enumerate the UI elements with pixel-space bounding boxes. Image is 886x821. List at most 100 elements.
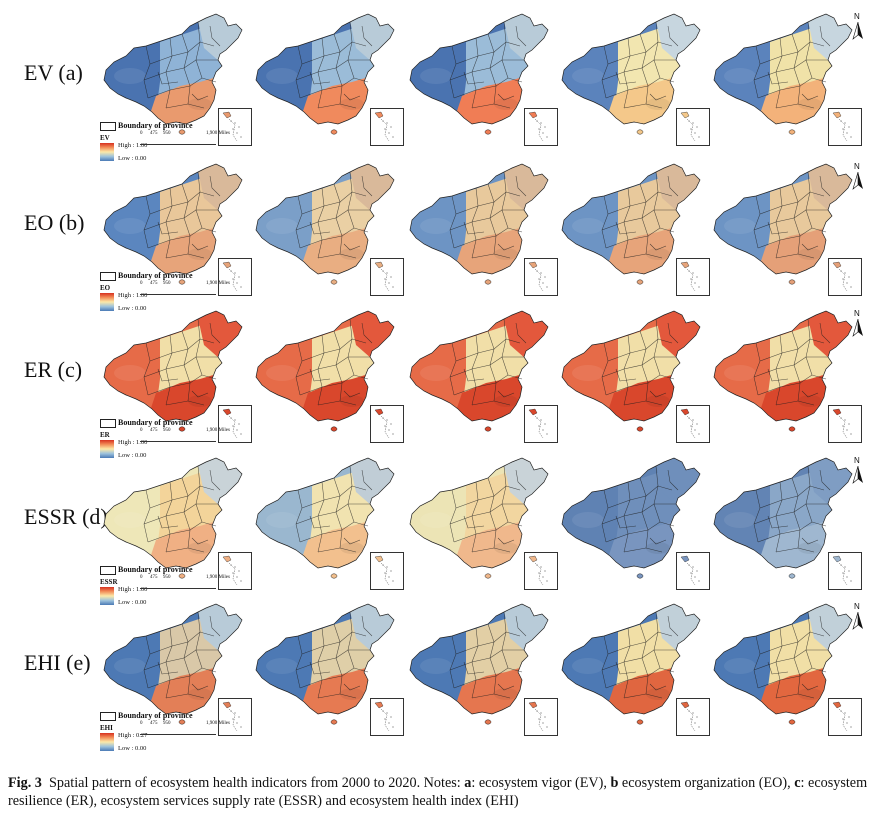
inset-island (696, 716, 698, 718)
province-boundary (801, 243, 819, 251)
texture-patch (114, 218, 146, 234)
inset-island (384, 278, 386, 280)
south-china-sea-inset (218, 698, 252, 736)
inset-island (692, 272, 694, 274)
texture-patch (188, 688, 212, 700)
inset-island (850, 433, 852, 435)
inset-island (234, 566, 236, 568)
inset-coast (832, 111, 842, 119)
texture-patch (646, 248, 670, 260)
inset-island (540, 419, 542, 421)
province-boundary (615, 661, 637, 675)
inset-island (696, 276, 698, 278)
boundary-swatch (100, 419, 116, 428)
inset-island (840, 120, 842, 122)
inset-island (688, 564, 690, 566)
inset-island (382, 270, 384, 272)
inset-island (388, 282, 390, 284)
north-arrow: N (850, 162, 866, 190)
texture-patch (340, 395, 364, 407)
inset-island (384, 425, 386, 427)
country-outline (561, 603, 701, 715)
province-boundary (295, 342, 303, 396)
texture-patch (266, 512, 298, 528)
province-boundary (157, 661, 179, 675)
province-boundary (449, 342, 457, 396)
inset-coast (374, 408, 384, 416)
legend-high: High : 1.00 (118, 586, 148, 593)
province-boundary (775, 547, 815, 553)
texture-patch (724, 218, 756, 234)
caption-text-1: Spatial pattern of ecosystem health indi… (48, 775, 465, 791)
province-boundary (471, 547, 511, 553)
inset-island (546, 136, 548, 138)
country-outline (103, 163, 243, 275)
province-boundary (649, 390, 667, 398)
province-boundary (191, 390, 209, 398)
province-boundary (623, 693, 663, 699)
texture-patch (798, 395, 822, 407)
province-boundary (463, 515, 485, 529)
province-boundary (343, 390, 361, 398)
scale-tick-label: 475 (150, 131, 158, 136)
country-outline (409, 457, 549, 569)
hainan-island (330, 719, 338, 725)
scale-tick-label: 950 (163, 281, 171, 286)
inset-coast (374, 111, 384, 119)
inset-island (696, 423, 698, 425)
texture-patch (572, 658, 604, 674)
map-essr-4 (558, 456, 708, 588)
inset-island (688, 120, 690, 122)
inset-island (840, 710, 842, 712)
texture-patch (266, 658, 298, 674)
province-boundary (649, 537, 667, 545)
province-boundary (295, 635, 303, 689)
province-boundary (757, 77, 827, 99)
province-boundary (649, 243, 667, 251)
province-boundary (361, 175, 373, 197)
province-boundary (471, 400, 511, 406)
scale-bar: 0 475 950 1,900 Miles (140, 281, 240, 302)
inset-dashed-line (686, 118, 696, 142)
inset-island (382, 564, 384, 566)
inset-island (694, 282, 696, 284)
inset-island (542, 132, 544, 134)
province-boundary (515, 25, 527, 47)
province-boundary (455, 338, 521, 362)
province-boundary (309, 71, 331, 85)
south-china-sea-inset (828, 698, 862, 736)
scale-tick-label: 0 (140, 281, 143, 286)
inset-island (698, 136, 700, 138)
province-boundary (819, 469, 831, 491)
south-china-sea-inset (676, 552, 710, 590)
scale-tick-label: 0 (140, 721, 143, 726)
inset-coast (222, 701, 232, 709)
color-ramp (100, 587, 114, 605)
inset-island (390, 570, 392, 572)
inset-island (538, 572, 540, 574)
inset-dashed-line (380, 268, 390, 292)
inset-island (538, 718, 540, 720)
province-boundary (309, 515, 331, 529)
province-boundary (147, 77, 217, 99)
province-boundary (191, 243, 209, 251)
province-boundary (453, 374, 523, 396)
scale-tick-label: 1,900 Miles (206, 281, 230, 286)
scale-tick-label: 1,900 Miles (206, 721, 230, 726)
province-boundary (667, 25, 679, 47)
map-legend: Boundary of province EHI High : 0.27 Low : … (100, 711, 260, 772)
province-boundary (195, 21, 203, 79)
province-boundary (165, 547, 205, 553)
north-label: N (854, 309, 860, 318)
province-boundary (819, 175, 831, 197)
province-boundary (157, 221, 179, 235)
province-boundary (347, 318, 355, 376)
inset-island (842, 278, 844, 280)
boundary-label: Boundary of province (118, 271, 193, 280)
north-label: N (854, 162, 860, 171)
inset-island (850, 286, 852, 288)
province-boundary (195, 611, 203, 669)
province-boundary (301, 631, 367, 655)
province-boundary (801, 683, 819, 691)
province-boundary (209, 615, 221, 637)
